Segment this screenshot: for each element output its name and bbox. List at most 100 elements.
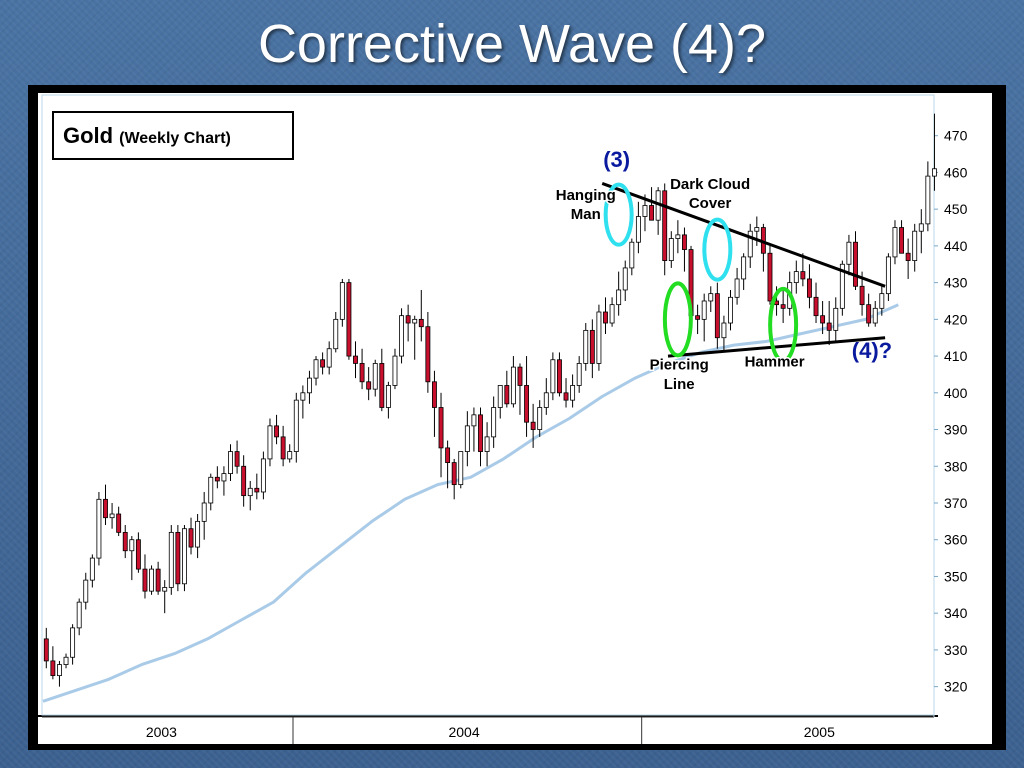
candle-down — [517, 366, 523, 386]
candle-up — [412, 318, 418, 324]
candle-down — [780, 304, 786, 309]
candle-up — [484, 436, 490, 452]
candle-down — [478, 414, 483, 452]
candle-down — [504, 385, 510, 405]
candle-up — [728, 296, 733, 324]
dark-cloud-cover-marker — [702, 217, 733, 282]
candle-up — [675, 234, 681, 239]
candle-down — [274, 425, 279, 438]
candle-down — [649, 205, 654, 221]
piercing-line-marker — [662, 281, 693, 358]
annotation-label: (4)? — [852, 338, 892, 363]
candle-up — [300, 392, 306, 401]
x-axis-band — [38, 717, 938, 744]
annotation-label: Man — [571, 206, 601, 223]
candle-down — [826, 322, 832, 331]
annotation-label: (3) — [603, 147, 630, 172]
candle-up — [57, 664, 62, 677]
candle-up — [149, 568, 154, 592]
candle-up — [701, 300, 707, 320]
candle-down — [241, 465, 247, 497]
y-tick-label: 350 — [944, 568, 968, 584]
candle-up — [793, 271, 799, 284]
candle-down — [603, 311, 608, 324]
y-tick-label: 410 — [944, 348, 968, 364]
candle-down — [853, 241, 858, 287]
candle-up — [879, 293, 885, 309]
candle-up — [668, 238, 674, 261]
annotation-label: Piercing — [650, 357, 709, 374]
candle-up — [741, 256, 747, 280]
candle-down — [557, 359, 562, 394]
y-tick-label: 440 — [944, 238, 968, 254]
candle-up — [570, 385, 576, 401]
gold-weekly-candlestick-chart: 320 330 340 350 360 370 380 390 400 410 420 430 440 4… — [38, 93, 992, 744]
candle-up — [76, 601, 82, 629]
chart-title: Gold — [63, 123, 113, 148]
x-year-label: 2004 — [448, 724, 479, 740]
candle-up — [458, 451, 464, 486]
candle-up — [642, 205, 648, 217]
candle-down — [438, 407, 444, 449]
candle-down — [425, 326, 431, 383]
annotation-label: Dark Cloud — [670, 176, 750, 193]
candle-up — [247, 487, 253, 497]
candle-down — [353, 355, 358, 364]
candle-down — [122, 531, 128, 552]
candle-up — [129, 539, 135, 552]
candle-up — [471, 414, 477, 427]
candle-up — [339, 282, 345, 320]
candle-down — [866, 304, 872, 324]
candle-up — [70, 627, 76, 658]
candle-up — [635, 216, 641, 243]
candle-up — [399, 315, 404, 357]
x-year-label: 2005 — [804, 724, 835, 740]
candle-up — [616, 289, 622, 306]
candle-up — [932, 168, 937, 177]
chart-subtitle: (Weekly Chart) — [119, 130, 231, 147]
candle-up — [83, 579, 89, 603]
y-tick-label: 430 — [944, 275, 968, 291]
candle-up — [182, 528, 187, 585]
candle-up — [629, 241, 635, 269]
candle-down — [800, 271, 806, 280]
chart-title-text: Gold (Weekly Chart) — [63, 123, 231, 148]
candle-down — [214, 476, 220, 482]
y-tick-label: 390 — [944, 422, 968, 438]
candle-down — [103, 498, 108, 519]
candle-up — [201, 502, 207, 522]
candle-up — [221, 473, 227, 482]
candle-up — [576, 363, 582, 386]
y-tick-label: 470 — [944, 128, 968, 144]
candle-down — [530, 421, 536, 430]
candle-up — [228, 451, 233, 475]
candle-down — [175, 531, 181, 585]
candle-down — [366, 381, 372, 390]
candle-down — [359, 363, 365, 383]
candle-up — [195, 520, 201, 548]
candle-up — [747, 230, 753, 258]
candle-up — [293, 399, 299, 452]
candle-up — [267, 425, 273, 460]
candle-up — [543, 392, 549, 408]
candle-up — [754, 227, 760, 232]
candle-down — [50, 660, 56, 677]
candle-up — [260, 458, 266, 493]
candle-down — [418, 318, 424, 328]
candle-up — [326, 348, 332, 368]
plot-area — [38, 93, 938, 715]
candle-up — [63, 656, 69, 665]
y-tick-label: 420 — [944, 311, 968, 327]
candle-up — [313, 359, 319, 379]
candle-up — [885, 256, 891, 295]
y-tick-label: 370 — [944, 495, 968, 511]
candle-up — [609, 304, 615, 324]
chart-title-box — [52, 111, 294, 160]
candle-down — [695, 315, 701, 320]
candle-up — [392, 355, 398, 386]
candle-down — [379, 363, 385, 408]
candle-up — [287, 451, 293, 460]
y-tick-label: 360 — [944, 532, 968, 548]
candle-down — [451, 462, 457, 486]
candle-down — [405, 315, 411, 324]
